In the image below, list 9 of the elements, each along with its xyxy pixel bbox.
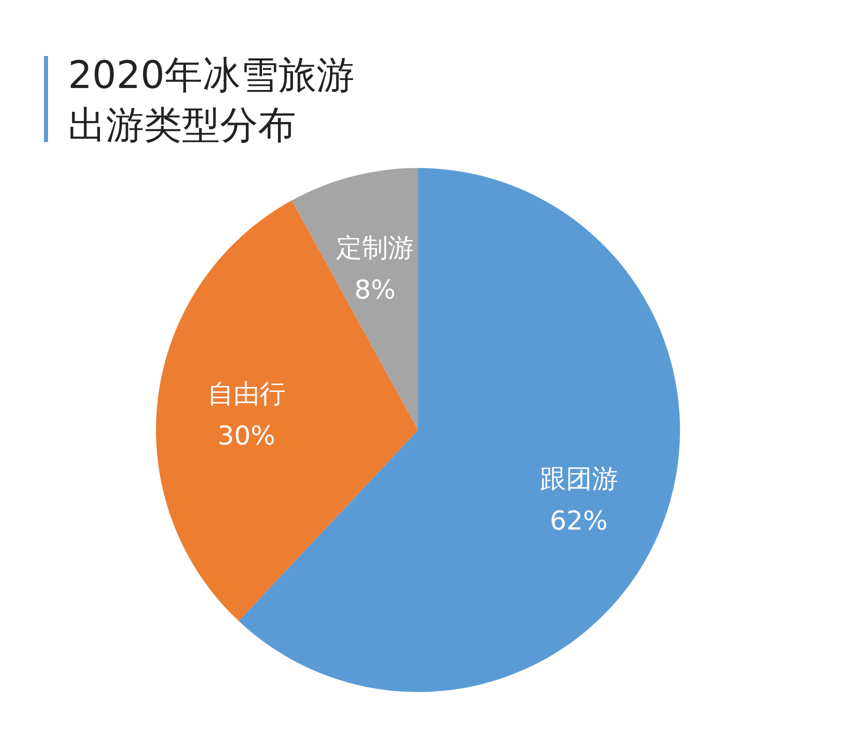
slice-label: 定制游: [336, 234, 414, 264]
slice-label: 自由行: [207, 379, 286, 410]
data-label: 30%: [218, 421, 276, 452]
pie-slice: [156, 200, 418, 621]
slice-label: 跟团游: [540, 464, 618, 495]
data-label: 62%: [550, 506, 608, 537]
pie-slice: [292, 168, 418, 430]
chart-title: 2020年冰雪旅游出游类型分布: [68, 52, 356, 149]
data-label: 8%: [354, 276, 396, 306]
